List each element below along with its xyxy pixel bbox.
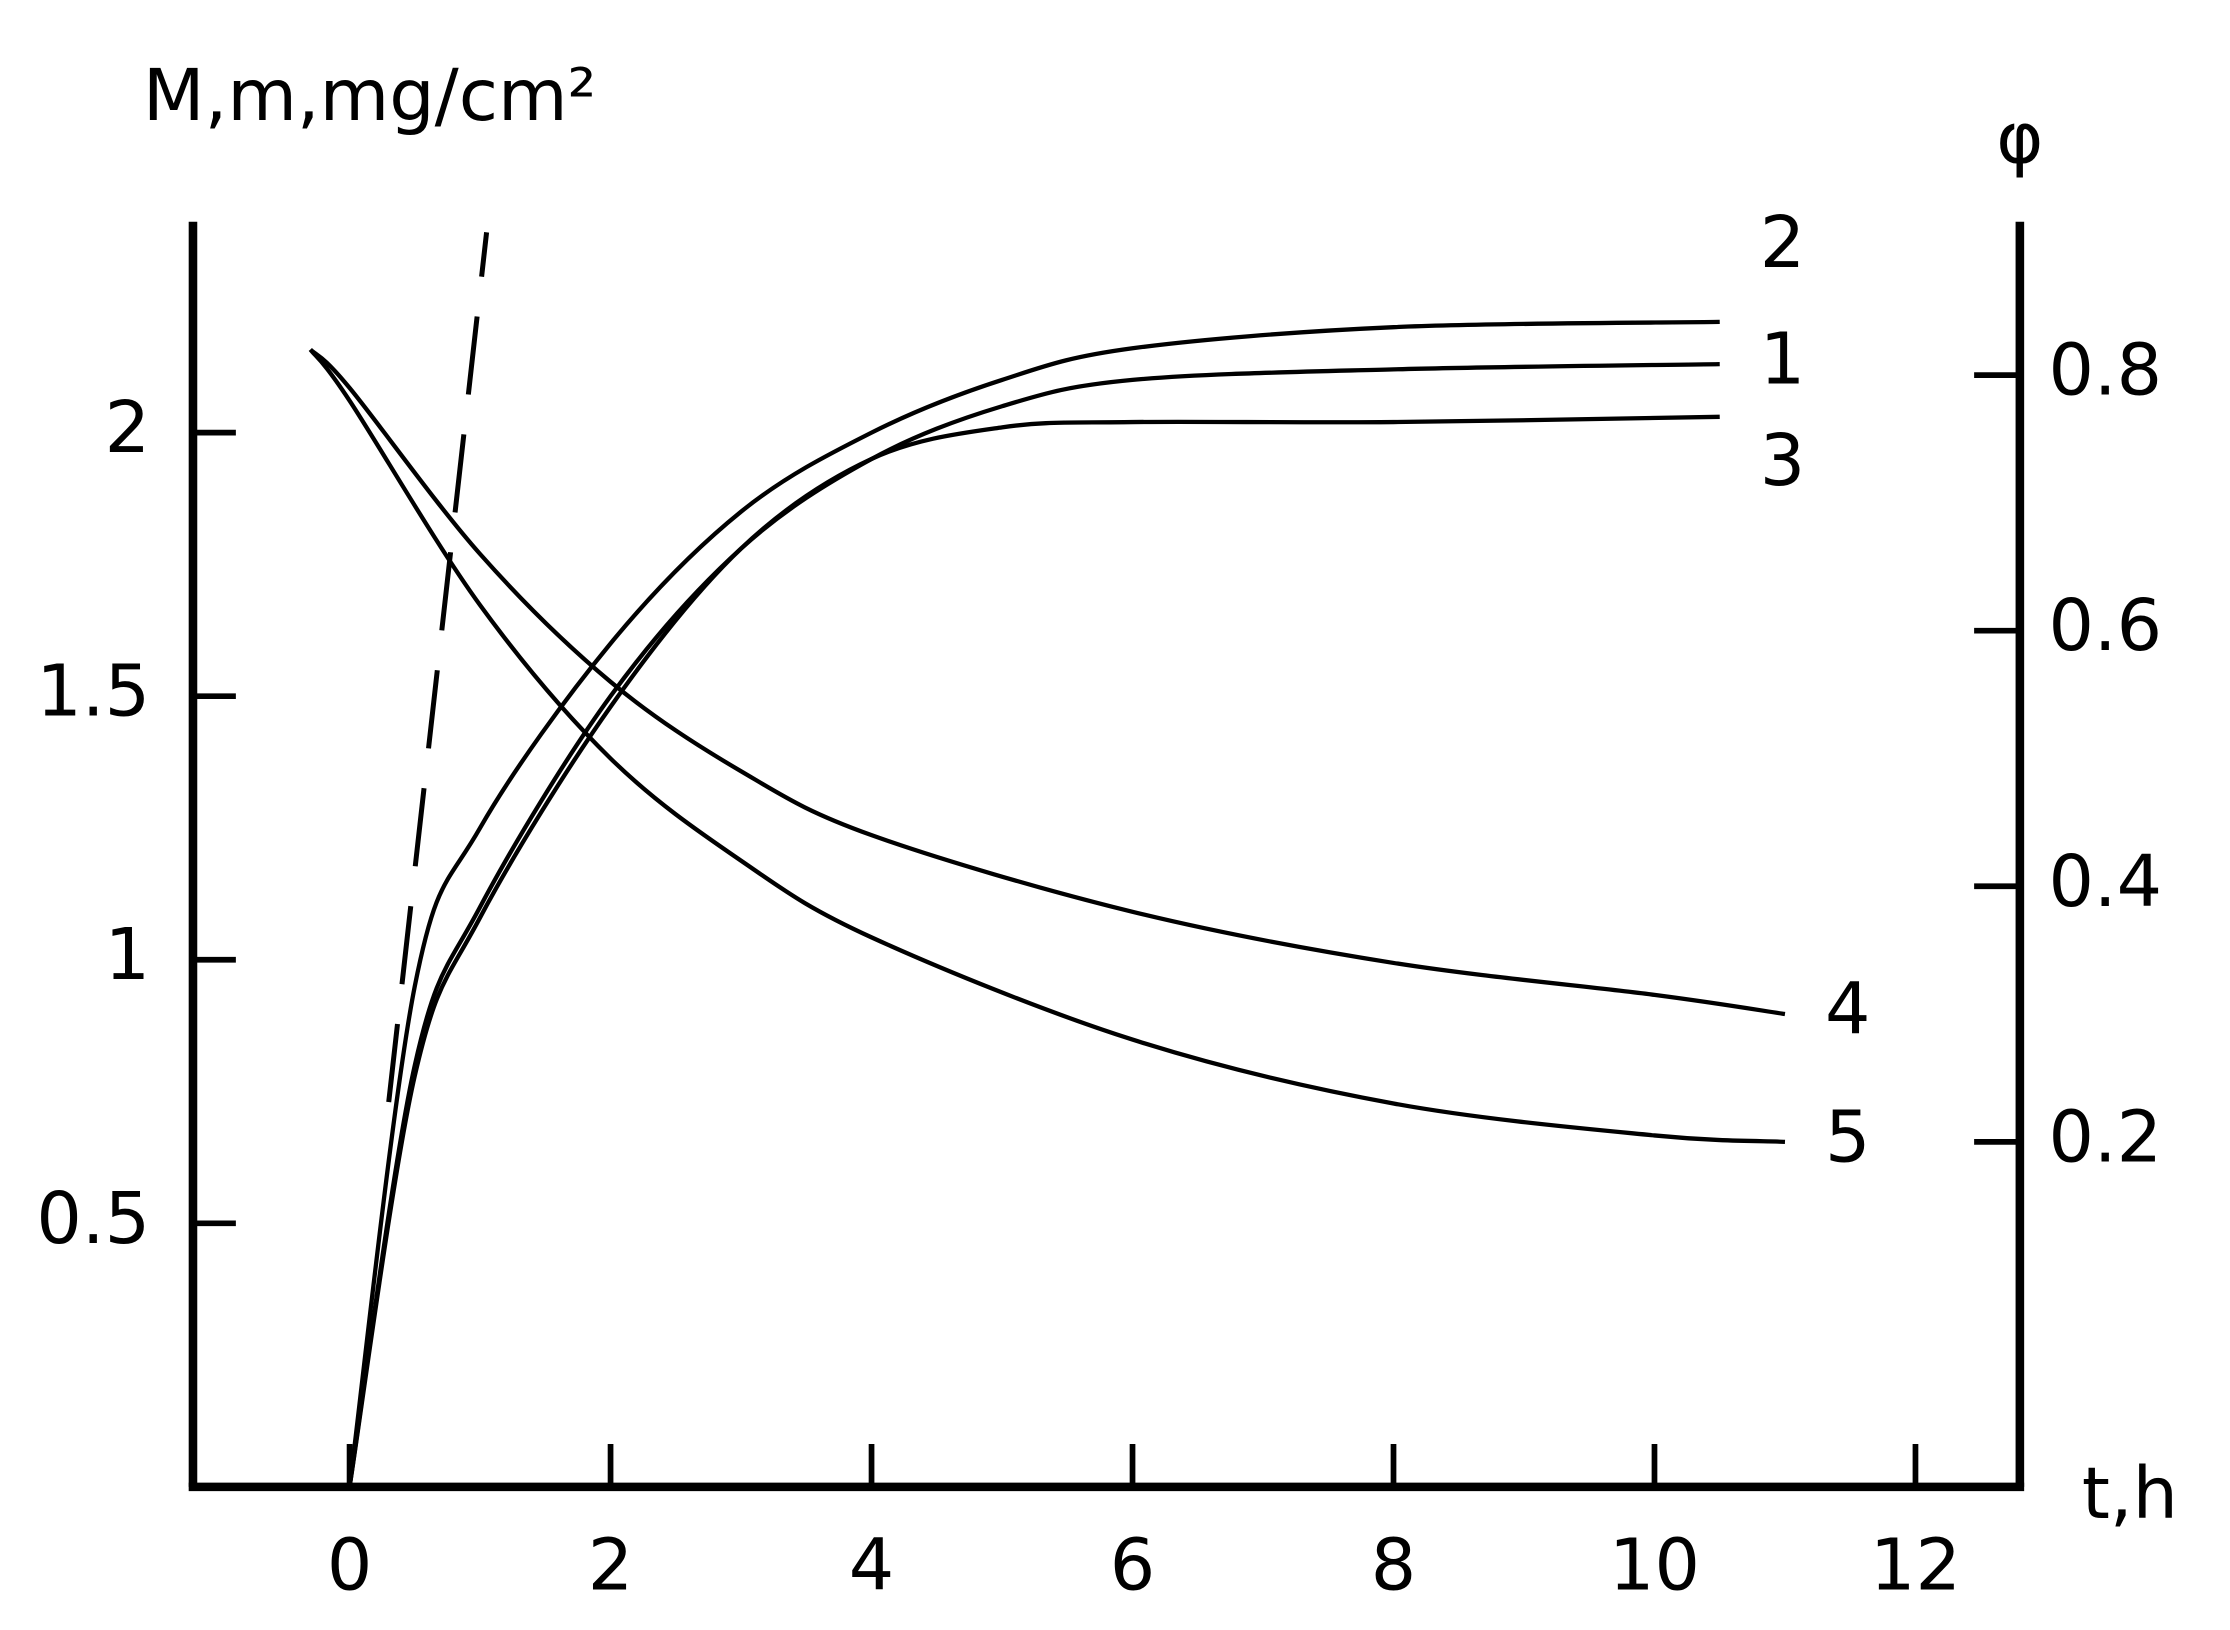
y2-tick-label: 0.8 (2048, 329, 2162, 412)
series-line (347, 319, 1720, 1488)
y2-tick-label: 0.2 (2048, 1095, 2162, 1178)
y2-tick-label: 0.4 (2048, 840, 2162, 923)
x-axis-label: t,h (2082, 1452, 2178, 1535)
x-tick-label: 0 (327, 1523, 372, 1606)
y-tick-label: 1.5 (36, 650, 150, 733)
series-line (347, 414, 1720, 1488)
y-tick-label: 2 (105, 386, 150, 469)
x-tick-label: 4 (849, 1523, 894, 1606)
series-label: 3 (1760, 419, 1805, 502)
x-tick-label: 2 (588, 1523, 633, 1606)
x-tick-label: 8 (1371, 1523, 1416, 1606)
series-label: 4 (1825, 968, 1870, 1051)
series-label: 5 (1825, 1095, 1870, 1178)
y-axis-label: M,m,mg/cm² (143, 54, 596, 137)
series-line (347, 361, 1720, 1488)
y2-tick-label: 0.6 (2048, 584, 2162, 667)
x-tick-label: 12 (1870, 1523, 1961, 1606)
y2-axis-label: φ (1996, 97, 2043, 180)
series-label: 1 (1760, 318, 1805, 401)
y-tick-label: 1 (105, 913, 150, 996)
series-label: 2 (1760, 201, 1805, 284)
series-line (386, 232, 490, 1103)
series-line (308, 347, 1786, 1017)
x-tick-label: 10 (1609, 1523, 1700, 1606)
y-tick-label: 0.5 (36, 1177, 150, 1260)
x-tick-label: 6 (1110, 1523, 1155, 1606)
